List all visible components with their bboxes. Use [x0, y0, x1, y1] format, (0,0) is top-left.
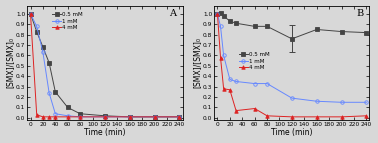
1 mM — [265, 83, 270, 84]
0.5 mM — [265, 25, 270, 27]
1 mM — [47, 92, 51, 94]
1 mM — [127, 116, 132, 118]
Text: B: B — [356, 9, 363, 18]
1 mM — [34, 25, 39, 27]
1 mM — [253, 83, 257, 84]
1 mM — [28, 13, 33, 15]
1 mM — [78, 116, 82, 118]
1 mM — [314, 100, 319, 102]
1 mM — [41, 51, 45, 53]
0.5 mM — [127, 116, 132, 118]
X-axis label: Time (min): Time (min) — [84, 128, 126, 137]
4 mM — [78, 116, 82, 118]
4 mM — [228, 89, 232, 91]
1 mM — [215, 13, 220, 15]
4 mM — [177, 116, 182, 118]
0.5 mM — [218, 12, 223, 14]
4 mM — [218, 57, 223, 58]
0.5 mM — [215, 13, 220, 15]
0.5 mM — [65, 107, 70, 108]
4 mM — [34, 114, 39, 116]
0.5 mM — [28, 13, 33, 15]
4 mM — [53, 116, 57, 118]
1 mM — [290, 97, 294, 99]
4 mM — [215, 13, 220, 15]
Line: 4 mM: 4 mM — [29, 12, 181, 119]
Line: 0.5 mM: 0.5 mM — [216, 11, 368, 41]
Line: 1 mM: 1 mM — [29, 12, 181, 119]
0.5 mM — [253, 25, 257, 27]
0.5 mM — [339, 31, 344, 32]
1 mM — [222, 55, 226, 56]
1 mM — [364, 101, 369, 103]
4 mM — [103, 116, 107, 118]
4 mM — [234, 110, 238, 112]
0.5 mM — [228, 20, 232, 22]
Y-axis label: [SMX]/[SMX]₀: [SMX]/[SMX]₀ — [192, 37, 201, 88]
4 mM — [290, 116, 294, 118]
Legend: 0.5 mM, 1 mM, 4 mM: 0.5 mM, 1 mM, 4 mM — [239, 52, 271, 70]
0.5 mM — [364, 32, 369, 33]
Line: 4 mM: 4 mM — [216, 12, 368, 119]
0.5 mM — [53, 91, 57, 93]
0.5 mM — [78, 113, 82, 115]
0.5 mM — [152, 116, 157, 118]
4 mM — [152, 116, 157, 118]
1 mM — [177, 116, 182, 118]
4 mM — [364, 115, 369, 117]
0.5 mM — [314, 29, 319, 30]
0.5 mM — [103, 115, 107, 117]
0.5 mM — [34, 31, 39, 32]
1 mM — [53, 113, 57, 115]
0.5 mM — [177, 116, 182, 118]
4 mM — [265, 115, 270, 117]
1 mM — [103, 116, 107, 118]
4 mM — [28, 13, 33, 15]
1 mM — [234, 81, 238, 82]
Line: 0.5 mM: 0.5 mM — [29, 12, 181, 119]
0.5 mM — [290, 38, 294, 40]
1 mM — [339, 101, 344, 103]
4 mM — [253, 108, 257, 109]
4 mM — [339, 116, 344, 118]
X-axis label: Time (min): Time (min) — [271, 128, 313, 137]
Y-axis label: [SMX]/[SMX]₀: [SMX]/[SMX]₀ — [6, 37, 15, 88]
1 mM — [65, 115, 70, 117]
1 mM — [152, 116, 157, 118]
Text: A: A — [169, 9, 177, 18]
0.5 mM — [234, 22, 238, 24]
4 mM — [222, 88, 226, 90]
1 mM — [218, 25, 223, 27]
4 mM — [314, 116, 319, 118]
Legend: 0.5 mM, 1 mM, 4 mM: 0.5 mM, 1 mM, 4 mM — [52, 12, 84, 30]
0.5 mM — [222, 15, 226, 17]
4 mM — [41, 116, 45, 118]
4 mM — [127, 116, 132, 118]
4 mM — [65, 116, 70, 118]
0.5 mM — [41, 46, 45, 48]
4 mM — [47, 116, 51, 118]
Line: 1 mM: 1 mM — [216, 12, 368, 104]
1 mM — [228, 79, 232, 80]
0.5 mM — [47, 62, 51, 64]
